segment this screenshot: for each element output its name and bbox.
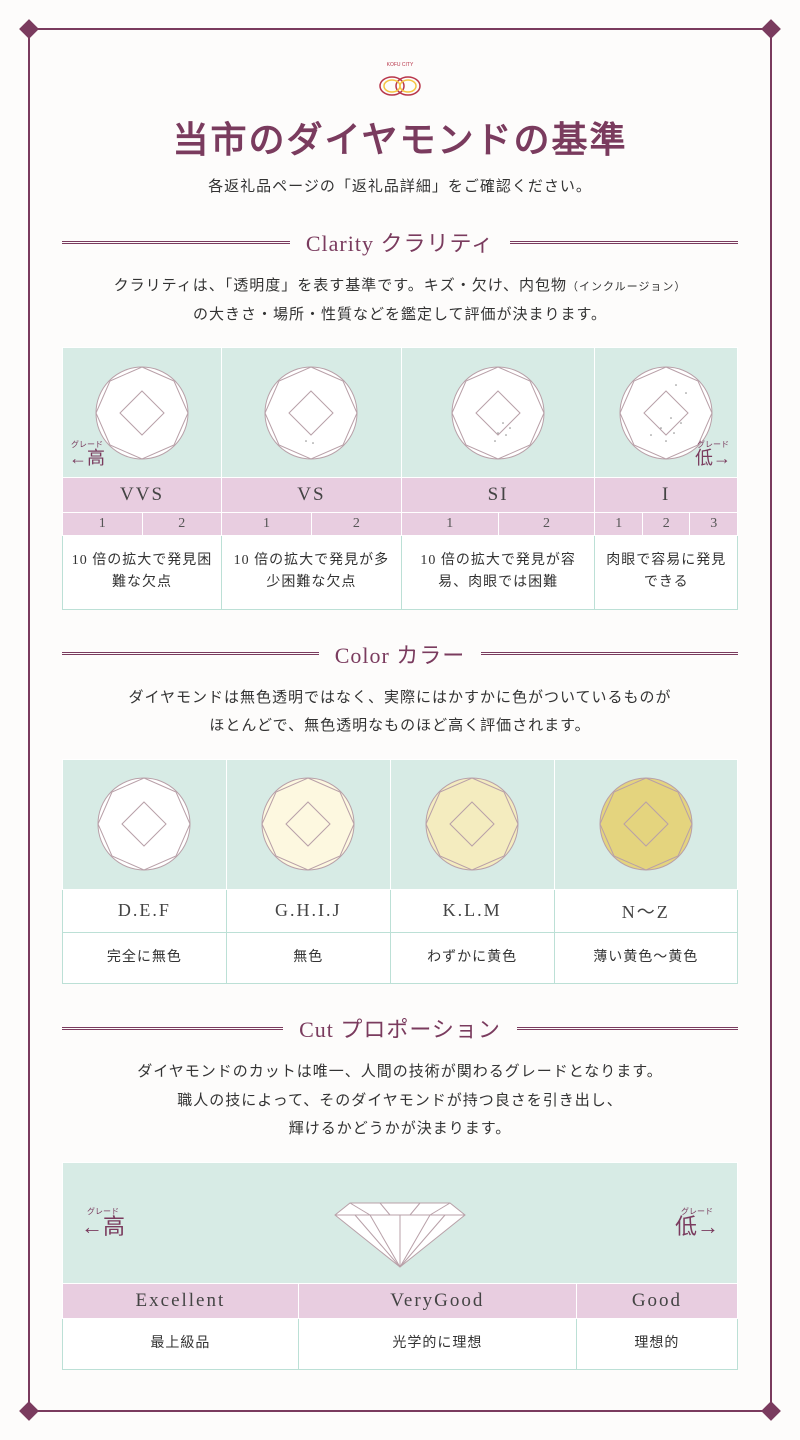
diamond-icon [94,774,194,874]
clarity-grade: VS [222,478,402,513]
color-label: N～Z [554,889,737,932]
clarity-grade: I [595,478,738,513]
scale-low-label: グレード低→ [695,441,731,467]
cut-grade: Good [576,1283,737,1318]
decorative-frame: KOFU CITY 当市のダイヤモンドの基準 各返礼品ページの「返礼品詳細」をご… [28,28,772,1412]
scale-high-label: グレード←高 [69,441,105,467]
diamond-side-icon [320,1175,480,1271]
diamond-icon [448,363,548,463]
page-title: 当市のダイヤモンドの基準 [62,111,738,163]
diamond-icon [422,774,522,874]
clarity-desc: 10 倍の拡大で発見困難な欠点 [63,536,222,610]
cut-grade: Excellent [63,1283,299,1318]
cut-desc: 最上級品 [63,1318,299,1369]
cut-description: ダイヤモンドのカットは唯一、人間の技術が関わるグレードとなります。 職人の技によ… [62,1058,738,1144]
color-section-header: Color カラー [62,638,738,670]
scale-low-label: グレード低→ [675,1208,719,1238]
color-desc: わずかに黄色 [390,932,554,983]
clarity-desc: 10 倍の拡大で発見が容易、肉眼では困難 [401,536,595,610]
clarity-desc: 10 倍の拡大で発見が多少困難な欠点 [222,536,402,610]
corner-ornament [19,1401,39,1421]
clarity-desc: 肉眼で容易に発見できる [595,536,738,610]
svg-text:KOFU CITY: KOFU CITY [387,62,414,68]
kofu-city-logo: KOFU CITY [62,58,738,107]
cut-table: グレード←高 グレード低→ Excellent [62,1162,738,1370]
color-desc: 薄い黄色～黄色 [554,932,737,983]
color-desc: 完全に無色 [63,932,227,983]
corner-ornament [761,1401,781,1421]
cut-grade: VeryGood [298,1283,576,1318]
color-label: D.E.F [63,889,227,932]
diamond-icon [596,774,696,874]
color-label: G.H.I.J [226,889,390,932]
clarity-grade: SI [401,478,595,513]
clarity-table: グレード←高 グレード低→ VVS VS SI I 1 2 1 2 1 2 1 … [62,347,738,610]
color-table: D.E.F G.H.I.J K.L.M N～Z 完全に無色 無色 わずかに黄色 … [62,759,738,984]
clarity-section-header: Clarity クラリティ [62,226,738,258]
page-subtitle: 各返礼品ページの「返礼品詳細」をご確認ください。 [62,175,738,196]
cut-section-header: Cut プロポーション [62,1012,738,1044]
corner-ornament [761,19,781,39]
cut-desc: 理想的 [576,1318,737,1369]
color-label: K.L.M [390,889,554,932]
color-description: ダイヤモンドは無色透明ではなく、実際にはかすかに色がついているものが ほとんどで… [62,684,738,741]
diamond-icon [92,363,192,463]
color-desc: 無色 [226,932,390,983]
diamond-icon [261,363,361,463]
clarity-grade: VVS [63,478,222,513]
diamond-icon [258,774,358,874]
scale-high-label: グレード←高 [81,1208,125,1238]
clarity-description: クラリティは、「透明度」を表す基準です。キズ・欠け、内包物（インクルージョン） … [62,272,738,329]
cut-desc: 光学的に理想 [298,1318,576,1369]
corner-ornament [19,19,39,39]
